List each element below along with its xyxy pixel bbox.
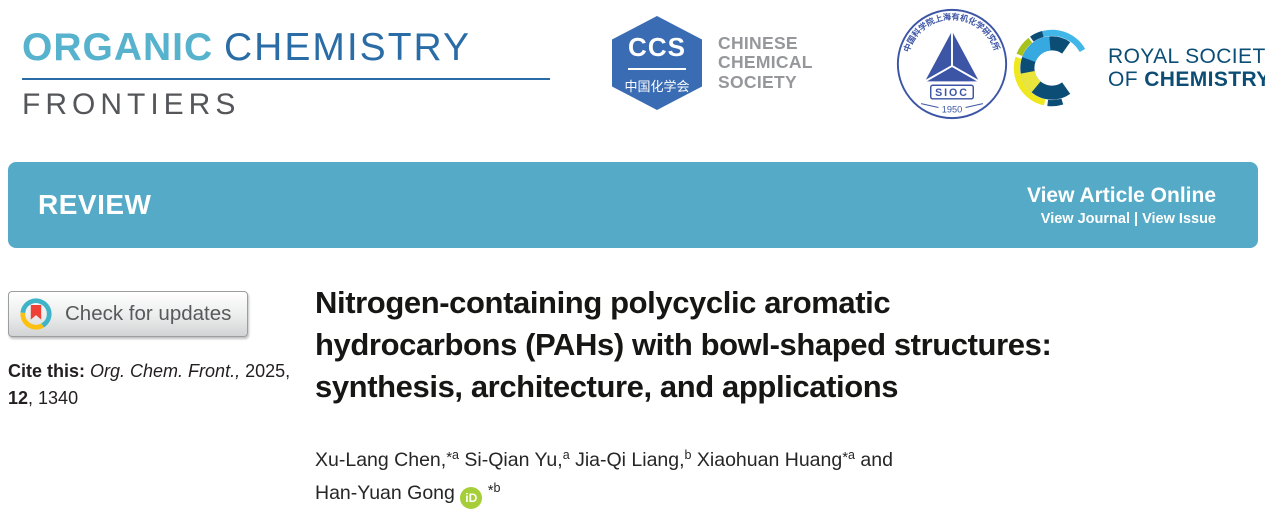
cite-journal-abbrev: Org. Chem. Front., (90, 361, 241, 381)
title-line2: hydrocarbons (PAHs) with bowl-shaped str… (315, 327, 1052, 362)
ccs-name-line3: SOCIETY (718, 71, 797, 92)
author-name: Han-Yuan Gong (315, 482, 455, 504)
and-text: and (860, 449, 893, 471)
cite-volume: 12 (8, 388, 29, 408)
author-xu-lang-chen: Xu-Lang Chen,*a (315, 448, 459, 471)
authors-line2: Han-Yuan Gong iD *b (315, 474, 893, 509)
journal-word-chemistry: CHEMISTRY (224, 26, 471, 69)
author-jia-qi-liang: Jia-Qi Liang,b (575, 448, 692, 471)
rsc-name-line1: ROYAL SOCIETY (1108, 45, 1265, 68)
rsc-chemistry: CHEMISTRY (1144, 68, 1265, 91)
cite-year: 2025, (245, 361, 291, 381)
authors-line1: Xu-Lang Chen,*a Si-Qian Yu,a Jia-Qi Lian… (315, 441, 893, 474)
authors-and: and (860, 449, 893, 471)
rsc-name: ROYAL SOCIETY OF CHEMISTRY (1108, 45, 1265, 91)
corresponding-star: * (446, 449, 453, 466)
corresponding-star: * (487, 482, 494, 499)
title-line1: Nitrogen-containing polycyclic aromatic (315, 285, 891, 320)
author-name: Jia-Qi Liang, (575, 449, 685, 471)
citation-block: Cite this: Org. Chem. Front., 2025, 12, … (8, 358, 308, 412)
affiliation-sup: b (493, 481, 501, 495)
check-for-updates-label: Check for updates (65, 302, 232, 325)
gong-footnote: *b (487, 481, 501, 504)
journal-logo: ORGANIC CHEMISTRY FRONTIERS (22, 26, 550, 122)
rsc-of: OF (1108, 68, 1138, 91)
citation-line1: Cite this: Org. Chem. Front., 2025, (8, 358, 308, 385)
article-type-label: REVIEW (38, 189, 152, 220)
sioc-logo: 中国科学院上海有机化学研究所 SIOC 1950 (894, 6, 1010, 127)
author-name: Si-Qian Yu, (464, 449, 563, 471)
affiliation-sup: a (452, 448, 459, 462)
journal-logo-rule (22, 78, 550, 80)
ccs-name-line1: CHINESE (718, 32, 798, 53)
journal-word-frontiers: FRONTIERS (22, 88, 241, 121)
journal-title-line1: ORGANIC CHEMISTRY (22, 26, 550, 70)
ccs-logo: CCS 中国化学会 CHINESE CHEMICAL SOCIETY (612, 16, 813, 110)
author-name: Xiaohuan Huang (696, 449, 843, 471)
citation-line2: 12, 1340 (8, 385, 308, 412)
crossmark-icon (20, 298, 52, 330)
check-for-updates-button[interactable]: Check for updates (8, 291, 248, 337)
author-han-yuan-gong: Han-Yuan Gong (315, 482, 455, 504)
ccs-rule (628, 67, 686, 70)
article-title: Nitrogen-containing polycyclic aromatic … (315, 282, 1052, 408)
title-line3: synthesis, architecture, and application… (315, 369, 899, 404)
links-separator: | (1134, 210, 1139, 227)
sioc-year: 1950 (942, 104, 962, 114)
journal-word-organic: ORGANIC (22, 26, 214, 69)
rsc-c-icon (1013, 29, 1086, 107)
rsc-logo: ROYAL SOCIETY OF CHEMISTRY (1008, 24, 1265, 112)
author-list: Xu-Lang Chen,*a Si-Qian Yu,a Jia-Qi Lian… (315, 441, 893, 509)
affiliation-sup: b (684, 448, 692, 462)
ccs-abbr: CCS (628, 31, 686, 62)
sioc-seal-icon: 中国科学院上海有机化学研究所 SIOC 1950 (896, 8, 1008, 120)
orcid-icon[interactable]: iD (460, 487, 483, 509)
affiliation-sup: a (848, 448, 855, 462)
ccs-name-line2: CHEMICAL (718, 52, 813, 73)
sioc-label: SIOC (935, 87, 969, 99)
ccs-chinese-name: 中国化学会 (624, 78, 690, 94)
affiliation-sup: a (562, 448, 570, 462)
view-journal-link[interactable]: View Journal (1040, 210, 1130, 227)
cite-page: , 1340 (28, 388, 79, 408)
rsc-name-line2: OF CHEMISTRY (1108, 68, 1265, 91)
author-name: Xu-Lang Chen, (315, 449, 447, 471)
author-si-qian-yu: Si-Qian Yu,a (464, 448, 570, 471)
author-xiaohuan-huang: Xiaohuan Huang*a (696, 448, 855, 471)
article-type-banner: REVIEW View Article Online View Journal … (8, 162, 1258, 248)
ccs-hexagon-icon: CCS 中国化学会 (612, 16, 702, 110)
banner-links-row: View Journal | View Issue (1027, 211, 1216, 227)
ccs-name: CHINESE CHEMICAL SOCIETY (718, 32, 813, 93)
banner-links-block: View Article Online View Journal | View … (1027, 184, 1216, 227)
corresponding-star: * (842, 449, 849, 466)
view-article-online-link[interactable]: View Article Online (1026, 183, 1216, 207)
view-issue-link[interactable]: View Issue (1142, 210, 1216, 227)
cite-this-label: Cite this: (8, 361, 86, 381)
